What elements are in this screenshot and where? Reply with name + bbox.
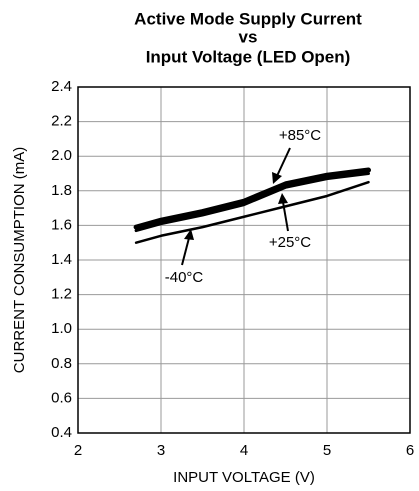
x-tick-label: 5 xyxy=(323,442,331,459)
y-tick-label: 2.4 xyxy=(51,78,72,95)
x-tick-label: 4 xyxy=(240,442,248,459)
arrowhead xyxy=(278,193,288,204)
annotations: +85°C +25°C -40°C xyxy=(165,127,322,286)
annotation: +25°C xyxy=(269,234,311,251)
y-tick-label: 0.6 xyxy=(51,389,72,406)
arrowhead xyxy=(272,172,282,184)
x-tick-label: 3 xyxy=(157,442,165,459)
chart-title: Active Mode Supply Current xyxy=(134,9,362,28)
series-line xyxy=(133,167,371,230)
x-tick-label: 2 xyxy=(74,442,82,459)
x-tick-label: 6 xyxy=(406,442,414,459)
chart-title: Input Voltage (LED Open) xyxy=(146,47,351,66)
y-tick-label: 0.8 xyxy=(51,355,72,372)
y-tick-label: 1.2 xyxy=(51,286,72,303)
y-tick-label: 1.4 xyxy=(51,251,72,268)
plot-area: 0.4 0.6 0.8 1.0 1.2 1.4 1.6 1.8 2.0 2.2 2.4 2 3 4 5 6 xyxy=(51,78,414,459)
x-axis-label: INPUT VOLTAGE (V) xyxy=(173,469,315,486)
y-tick-label: 1.8 xyxy=(51,182,72,199)
y-tick-label: 2.0 xyxy=(51,147,72,164)
annotation: -40°C xyxy=(165,269,204,286)
chart-title: vs xyxy=(239,27,258,46)
y-tick-label: 0.4 xyxy=(51,424,72,441)
series-line xyxy=(134,180,370,244)
y-axis-label: CURRENT CONSUMPTION (mA) xyxy=(11,147,28,373)
y-tick-label: 1.0 xyxy=(51,320,72,337)
annotation: +85°C xyxy=(279,127,321,144)
arrow xyxy=(181,237,190,266)
arrow xyxy=(276,147,291,177)
plot-frame xyxy=(77,86,411,434)
y-tick-label: 2.2 xyxy=(51,113,72,130)
series-line xyxy=(134,172,370,233)
arrow xyxy=(282,201,289,232)
y-tick-label: 1.6 xyxy=(51,216,72,233)
arrowhead xyxy=(184,229,194,240)
